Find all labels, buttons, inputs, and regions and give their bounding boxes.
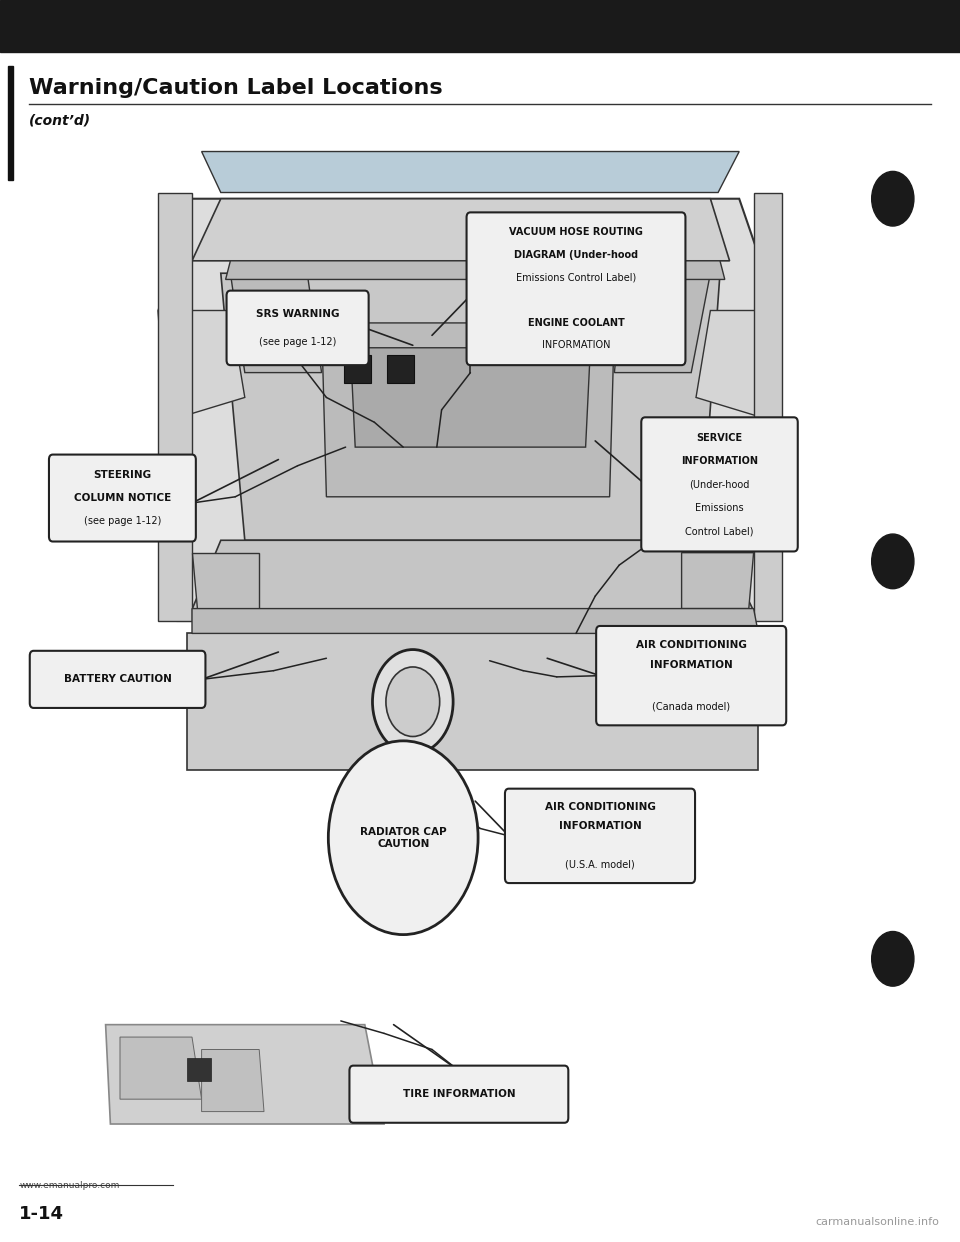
FancyBboxPatch shape xyxy=(49,455,196,542)
Text: (cont’d): (cont’d) xyxy=(29,113,91,127)
Polygon shape xyxy=(158,310,245,422)
Polygon shape xyxy=(192,609,758,633)
Bar xyxy=(344,355,371,383)
Circle shape xyxy=(386,667,440,737)
Bar xyxy=(0,0,960,52)
Polygon shape xyxy=(192,199,730,261)
Text: AIR CONDITIONING: AIR CONDITIONING xyxy=(636,640,747,650)
Polygon shape xyxy=(192,553,259,609)
Polygon shape xyxy=(754,193,782,621)
Text: INFORMATION: INFORMATION xyxy=(681,456,758,466)
Text: (Under-hood: (Under-hood xyxy=(689,479,750,489)
Text: SERVICE: SERVICE xyxy=(696,432,743,442)
Text: DIAGRAM (Under-hood: DIAGRAM (Under-hood xyxy=(514,250,638,260)
FancyBboxPatch shape xyxy=(30,651,205,708)
Polygon shape xyxy=(187,540,758,621)
FancyBboxPatch shape xyxy=(227,291,369,365)
Text: SRS WARNING: SRS WARNING xyxy=(256,308,339,319)
Bar xyxy=(187,1058,211,1081)
Text: STEERING: STEERING xyxy=(93,469,152,479)
Polygon shape xyxy=(322,323,614,497)
Text: (see page 1-12): (see page 1-12) xyxy=(259,337,336,348)
Text: (see page 1-12): (see page 1-12) xyxy=(84,517,161,527)
Text: (U.S.A. model): (U.S.A. model) xyxy=(565,859,635,869)
Polygon shape xyxy=(187,633,758,770)
Circle shape xyxy=(328,740,478,934)
Text: www.emanualpro.com: www.emanualpro.com xyxy=(19,1181,120,1190)
Text: INFORMATION: INFORMATION xyxy=(650,661,732,671)
Bar xyxy=(8,66,13,180)
FancyBboxPatch shape xyxy=(349,1066,568,1123)
Polygon shape xyxy=(696,310,778,422)
Text: ENGINE COOLANT: ENGINE COOLANT xyxy=(528,318,624,328)
Polygon shape xyxy=(221,273,720,540)
Text: (Canada model): (Canada model) xyxy=(652,702,731,712)
Bar xyxy=(387,355,414,383)
Text: TIRE INFORMATION: TIRE INFORMATION xyxy=(402,1089,516,1099)
Polygon shape xyxy=(350,348,590,447)
FancyBboxPatch shape xyxy=(467,212,685,365)
Text: Control Label): Control Label) xyxy=(685,527,754,537)
Text: RADIATOR CAP
CAUTION: RADIATOR CAP CAUTION xyxy=(360,827,446,848)
FancyBboxPatch shape xyxy=(596,626,786,725)
Text: INFORMATION: INFORMATION xyxy=(541,340,611,350)
Polygon shape xyxy=(614,273,710,373)
Text: INFORMATION: INFORMATION xyxy=(559,821,641,831)
Circle shape xyxy=(872,171,914,226)
Circle shape xyxy=(372,650,453,754)
Text: Emissions: Emissions xyxy=(695,503,744,513)
Text: Emissions Control Label): Emissions Control Label) xyxy=(516,272,636,282)
Text: Warning/Caution Label Locations: Warning/Caution Label Locations xyxy=(29,78,443,98)
Polygon shape xyxy=(106,1025,384,1124)
Text: BATTERY CAUTION: BATTERY CAUTION xyxy=(63,674,172,684)
Polygon shape xyxy=(158,193,192,621)
Polygon shape xyxy=(120,1037,202,1099)
FancyBboxPatch shape xyxy=(505,789,695,883)
Text: VACUUM HOSE ROUTING: VACUUM HOSE ROUTING xyxy=(509,227,643,237)
Polygon shape xyxy=(682,553,754,609)
Text: COLUMN NOTICE: COLUMN NOTICE xyxy=(74,493,171,503)
Polygon shape xyxy=(202,152,739,193)
Polygon shape xyxy=(230,273,322,373)
Polygon shape xyxy=(158,199,778,621)
Text: AIR CONDITIONING: AIR CONDITIONING xyxy=(544,802,656,812)
FancyBboxPatch shape xyxy=(641,417,798,551)
Circle shape xyxy=(872,932,914,986)
Text: 1-14: 1-14 xyxy=(19,1206,64,1223)
Circle shape xyxy=(872,534,914,589)
Text: carmanualsonline.info: carmanualsonline.info xyxy=(815,1217,939,1227)
Polygon shape xyxy=(202,1049,264,1112)
Polygon shape xyxy=(226,261,725,279)
